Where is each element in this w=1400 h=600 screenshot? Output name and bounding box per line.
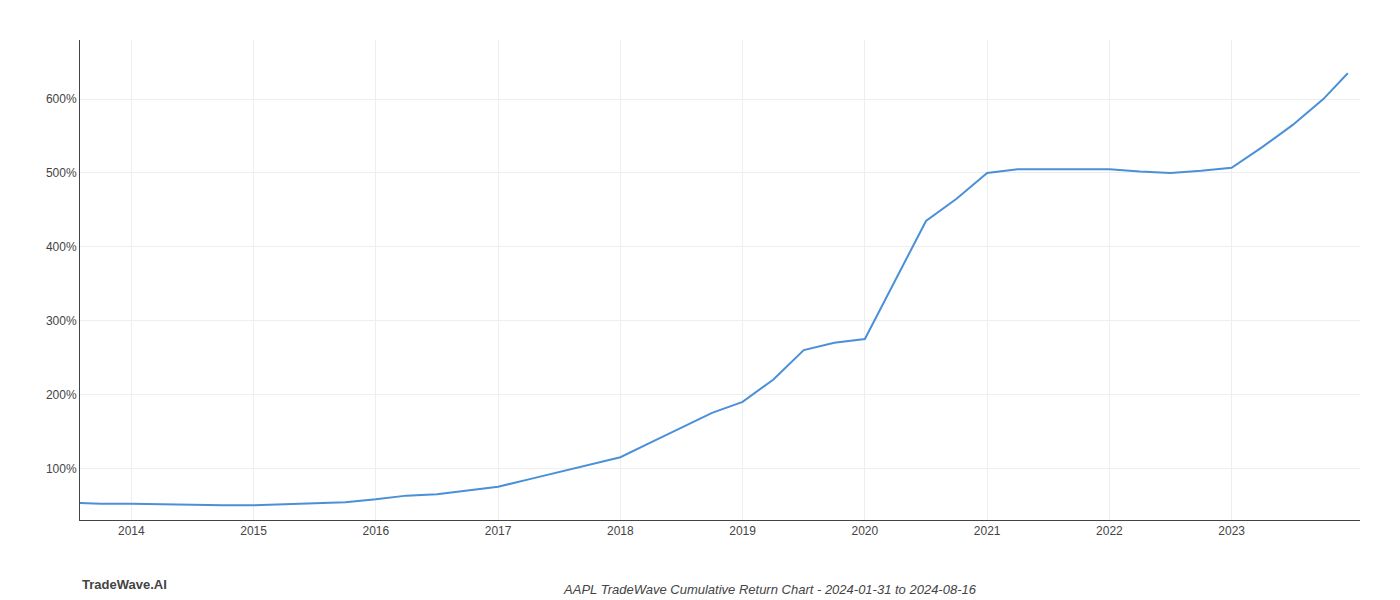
svg-text:2021: 2021: [974, 524, 1001, 538]
svg-text:600%: 600%: [46, 92, 77, 106]
svg-text:400%: 400%: [46, 240, 77, 254]
svg-text:2017: 2017: [485, 524, 512, 538]
svg-text:200%: 200%: [46, 388, 77, 402]
svg-text:2019: 2019: [729, 524, 756, 538]
svg-text:500%: 500%: [46, 166, 77, 180]
svg-text:2016: 2016: [362, 524, 389, 538]
svg-text:100%: 100%: [46, 462, 77, 476]
svg-text:2022: 2022: [1096, 524, 1123, 538]
svg-text:2023: 2023: [1218, 524, 1245, 538]
svg-text:300%: 300%: [46, 314, 77, 328]
svg-text:TradeWave.AI: TradeWave.AI: [82, 577, 167, 592]
svg-text:2015: 2015: [240, 524, 267, 538]
svg-text:2014: 2014: [118, 524, 145, 538]
svg-text:AAPL TradeWave Cumulative Retu: AAPL TradeWave Cumulative Return Chart -…: [563, 582, 977, 597]
svg-text:2018: 2018: [607, 524, 634, 538]
svg-text:2020: 2020: [852, 524, 879, 538]
